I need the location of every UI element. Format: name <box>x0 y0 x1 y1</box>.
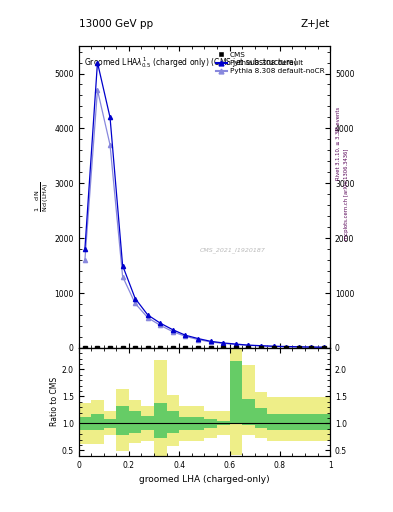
Text: 13000 GeV pp: 13000 GeV pp <box>79 19 153 30</box>
Bar <box>217 411 230 435</box>
Bar <box>154 360 167 459</box>
Bar <box>167 395 179 446</box>
Bar <box>91 400 104 444</box>
Bar <box>280 414 292 431</box>
Legend: CMS, Pythia 8.308 default, Pythia 8.308 default-noCR: CMS, Pythia 8.308 default, Pythia 8.308 … <box>214 50 327 76</box>
Bar <box>267 397 280 441</box>
Bar <box>204 411 217 438</box>
Bar <box>154 403 167 438</box>
Bar <box>318 414 330 431</box>
Bar <box>91 414 104 430</box>
Bar <box>192 406 204 441</box>
Bar <box>292 414 305 431</box>
Bar <box>230 361 242 424</box>
Bar <box>318 397 330 441</box>
Bar <box>217 421 230 425</box>
Bar <box>79 403 91 444</box>
Text: mcplots.cern.ch [arXiv:1306.3436]: mcplots.cern.ch [arXiv:1306.3436] <box>344 149 349 240</box>
X-axis label: groomed LHA (charged-only): groomed LHA (charged-only) <box>139 475 270 484</box>
Y-axis label: $\frac{1}{\mathrm{N}}\frac{\mathrm{d}\,\mathrm{N}}{\mathrm{d}\,(\mathrm{LHA})}$: $\frac{1}{\mathrm{N}}\frac{\mathrm{d}\,\… <box>33 182 51 212</box>
Bar <box>141 416 154 431</box>
Bar <box>104 411 116 435</box>
Text: Rivet 3.1.10, ≥ 3.3M events: Rivet 3.1.10, ≥ 3.3M events <box>336 106 341 180</box>
Bar <box>230 340 242 455</box>
Bar <box>255 408 267 428</box>
Bar <box>129 412 141 433</box>
Bar <box>116 406 129 435</box>
Bar <box>129 400 141 443</box>
Bar <box>280 397 292 441</box>
Bar <box>79 417 91 430</box>
Bar <box>255 392 267 438</box>
Bar <box>242 399 255 425</box>
Bar <box>192 417 204 431</box>
Bar <box>179 406 192 441</box>
Bar <box>179 417 192 431</box>
Bar <box>292 397 305 441</box>
Bar <box>204 419 217 428</box>
Bar <box>305 397 318 441</box>
Bar <box>242 365 255 435</box>
Text: Groomed LHA$\lambda_{0.5}^{1}$ (charged only) (CMS jet substructure): Groomed LHA$\lambda_{0.5}^{1}$ (charged … <box>84 55 298 70</box>
Bar <box>104 419 116 428</box>
Bar <box>141 406 154 441</box>
Y-axis label: Ratio to CMS: Ratio to CMS <box>50 377 59 426</box>
Text: Z+Jet: Z+Jet <box>301 19 330 30</box>
Bar <box>305 414 318 431</box>
Bar <box>267 414 280 431</box>
Text: CMS_2021_I1920187: CMS_2021_I1920187 <box>199 247 265 253</box>
Bar <box>167 412 179 433</box>
Bar <box>116 390 129 452</box>
